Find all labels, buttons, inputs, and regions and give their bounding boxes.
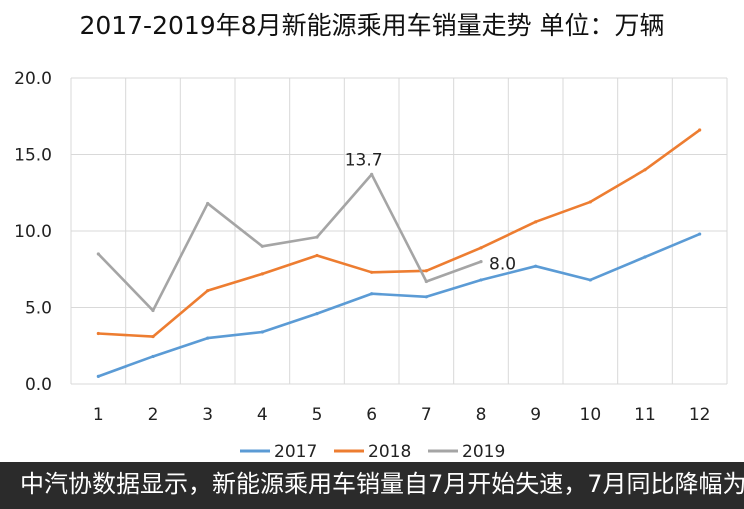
data-point-2018 <box>698 128 702 132</box>
legend: 2017 2018 2019 <box>240 442 505 462</box>
legend-label-2018: 2018 <box>368 442 411 462</box>
data-point-2017 <box>151 354 155 359</box>
data-point-2019 <box>260 244 264 248</box>
y-tick-label: 0.0 <box>25 375 52 395</box>
legend-label-2017: 2017 <box>274 442 317 462</box>
series-lines <box>96 128 702 378</box>
y-tick-label: 20.0 <box>14 69 52 89</box>
chart-title: 2017-2019年8月新能源乘用车销量走势 单位：万辆 <box>79 11 665 40</box>
x-tick-label: 3 <box>202 405 213 425</box>
data-point-2018 <box>151 334 155 339</box>
series-line-2018 <box>97 128 701 338</box>
x-tick-label: 7 <box>421 405 432 425</box>
data-point-2018 <box>96 331 100 336</box>
data-point-2018 <box>424 269 428 273</box>
data-point-2018 <box>206 289 210 293</box>
x-tick-label: 6 <box>366 405 377 425</box>
x-tick-label: 1 <box>93 405 104 425</box>
series-line-2017 <box>97 232 701 378</box>
data-point-2017 <box>698 232 702 236</box>
data-label: 8.0 <box>489 255 516 275</box>
data-point-2018 <box>534 220 538 224</box>
data-point-2019 <box>479 260 483 264</box>
y-tick-label: 10.0 <box>14 222 52 242</box>
data-point-2017 <box>534 264 538 268</box>
data-point-2017 <box>588 278 592 282</box>
axes: 0.05.010.015.020.01 2 3 4 5 6 7 8 9 10 11 12 <box>14 69 710 425</box>
data-point-2018 <box>260 272 264 276</box>
data-point-2019 <box>151 308 155 313</box>
grid-lines <box>70 77 728 385</box>
x-tick-label: 9 <box>530 405 541 425</box>
data-point-2017 <box>206 336 210 340</box>
y-tick-label: 5.0 <box>25 299 52 319</box>
data-point-2018 <box>479 246 483 250</box>
data-point-2019 <box>206 201 210 206</box>
data-label: 13.7 <box>345 150 383 170</box>
data-point-2019 <box>96 252 100 256</box>
data-point-2017 <box>370 292 374 296</box>
x-tick-label: 4 <box>257 405 268 425</box>
data-point-2017 <box>479 278 483 282</box>
data-point-2018 <box>315 253 319 258</box>
x-tick-label: 12 <box>689 405 711 425</box>
data-point-2018 <box>643 168 647 172</box>
data-point-2017 <box>643 255 647 259</box>
x-tick-label: 5 <box>312 405 323 425</box>
data-point-2019 <box>315 235 319 239</box>
data-labels: 13.7 8.0 <box>345 150 516 274</box>
x-tick-label: 10 <box>580 405 602 425</box>
caption-banner: 中汽协数据显示，新能源乘用车销量自7月开始失速，7月同比降幅为6.4%，8月降幅… <box>0 462 744 509</box>
data-point-2019 <box>370 172 374 176</box>
data-point-2017 <box>96 374 100 378</box>
series-line-2019 <box>97 173 483 312</box>
data-point-2018 <box>588 200 592 204</box>
x-tick-label: 11 <box>634 405 656 425</box>
x-tick-label: 8 <box>476 405 487 425</box>
data-point-2018 <box>370 270 374 274</box>
data-point-2017 <box>315 312 319 316</box>
data-point-2019 <box>424 279 428 284</box>
data-point-2017 <box>260 330 264 334</box>
data-point-2017 <box>424 295 428 299</box>
legend-label-2019: 2019 <box>462 442 505 462</box>
x-tick-label: 2 <box>148 405 159 425</box>
y-tick-label: 15.0 <box>14 146 52 166</box>
